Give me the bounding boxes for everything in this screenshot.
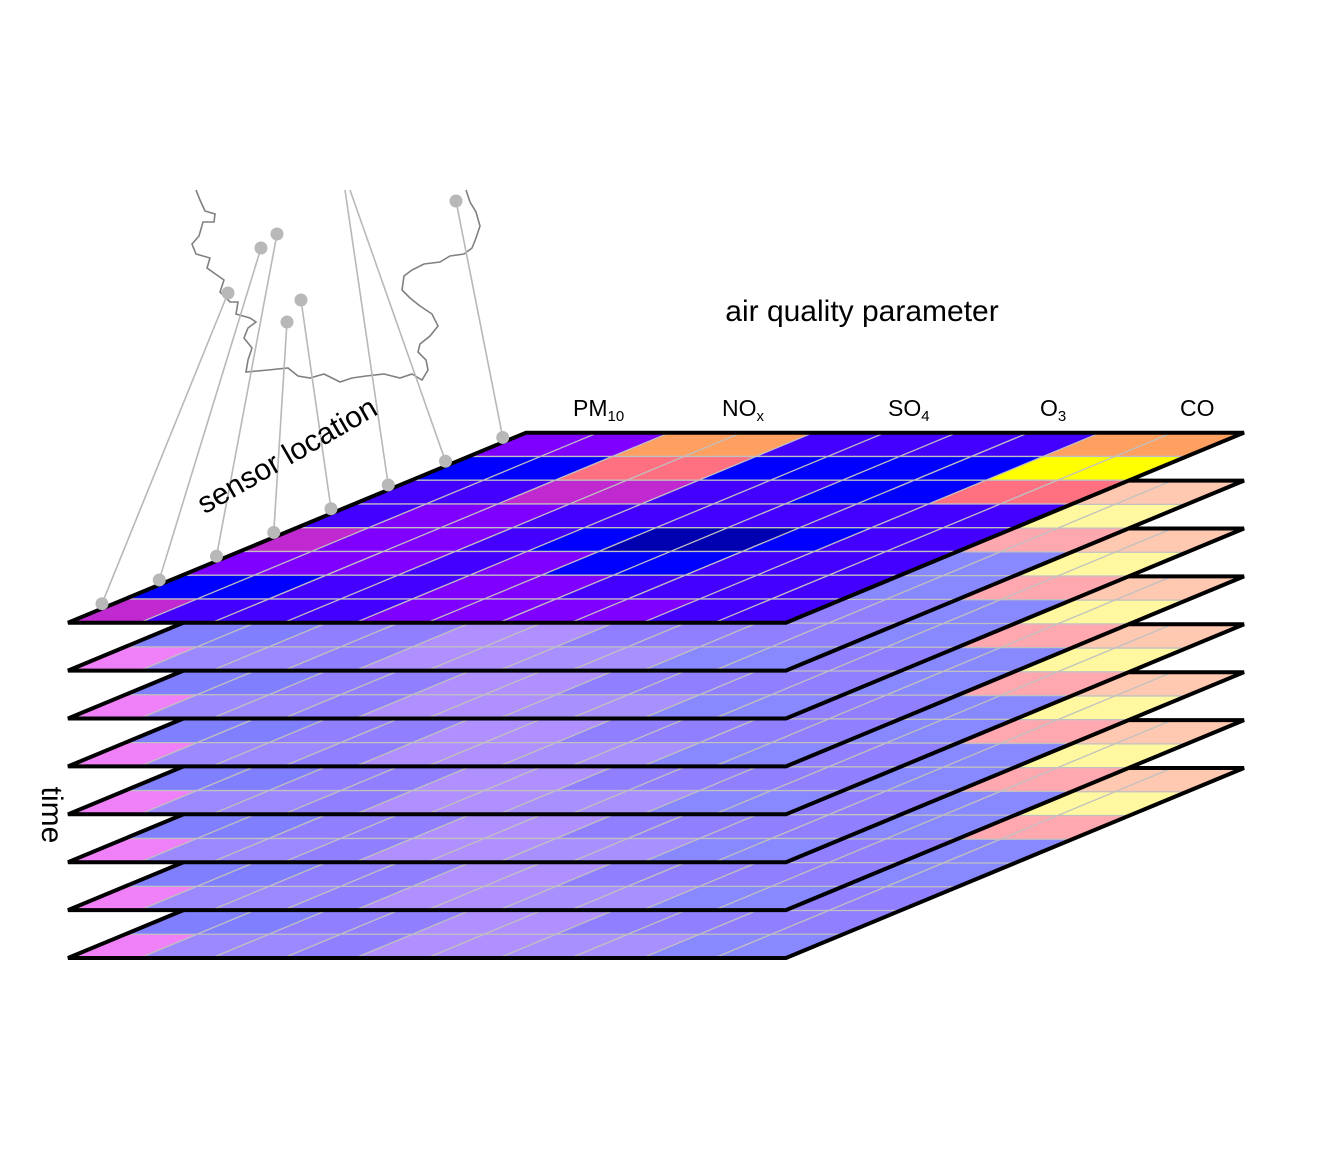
sensor-leader-line [344, 189, 390, 486]
gridline [283, 432, 742, 624]
gridline [139, 432, 599, 624]
gridline [713, 575, 1173, 768]
gridline [354, 432, 814, 624]
germany-map-outline [191, 189, 481, 383]
parameter-label-so4: SO4 [888, 395, 930, 425]
map-border-line [191, 189, 481, 383]
gridline [713, 719, 1173, 911]
sensor-dot [324, 502, 338, 516]
parameter-label-o3: O3 [1040, 395, 1066, 425]
gridline [713, 623, 1173, 815]
gridline [713, 671, 1173, 863]
gridline [642, 432, 1101, 624]
top-time-layer [67, 430, 1245, 625]
gridline [713, 479, 1173, 672]
map-sensor-dot [449, 194, 463, 208]
sensor-dots [95, 194, 510, 611]
location-axis-label: sensor location [192, 391, 383, 520]
sensor-dot [381, 478, 395, 492]
sensor-dot [496, 430, 510, 444]
gridline [713, 527, 1173, 720]
layer-outline [67, 430, 1245, 625]
sensor-dot [210, 549, 223, 563]
sensor-leader-line [349, 189, 447, 462]
sensor-leader-line [272, 321, 288, 533]
parameter-label-nox: NOx [722, 395, 765, 425]
time-axis-label: time [35, 787, 68, 844]
map-sensor-dot [254, 241, 268, 255]
gridline [713, 767, 1173, 959]
sensor-leader-line [215, 233, 278, 557]
sensor-leader-line [300, 299, 332, 509]
sensor-leader-line [101, 292, 229, 605]
map-sensor-dot [221, 286, 235, 300]
sensor-dot [439, 454, 452, 468]
map-sensor-dot [280, 315, 294, 329]
gridline [570, 432, 1029, 624]
parameter-axis-label: air quality parameter [725, 295, 998, 328]
sensor-dot [267, 525, 281, 539]
map-sensor-dot [270, 227, 284, 241]
gridline [713, 432, 1173, 624]
gridline [211, 432, 670, 624]
map-sensor-dot [294, 293, 308, 307]
sensor-leader-line [158, 247, 262, 581]
parameter-label-co: CO [1180, 395, 1215, 421]
sensor-dot [95, 597, 109, 611]
sensor-leader-lines [101, 189, 504, 605]
gridline [426, 432, 886, 624]
parameter-label-pm10: PM10 [573, 395, 624, 425]
sensor-leader-line [455, 200, 504, 438]
sensor-dot [152, 573, 166, 587]
gridline [498, 432, 958, 624]
time-layer-stack [67, 430, 1245, 960]
